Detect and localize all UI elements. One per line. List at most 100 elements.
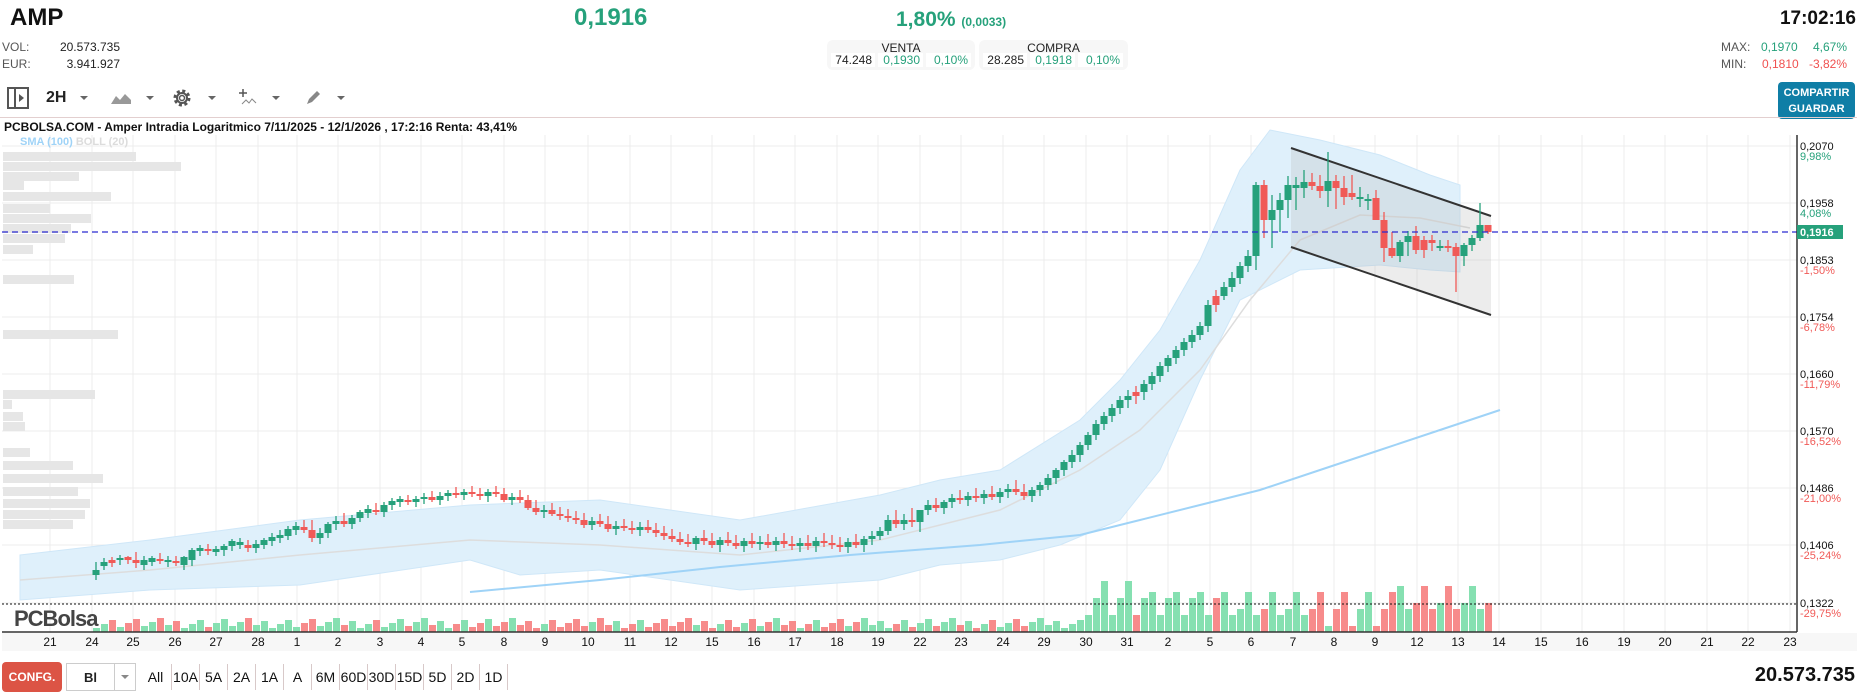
save-label[interactable]: GUARDAR [1788, 103, 1845, 115]
range-6m[interactable]: 6M [312, 664, 340, 690]
indicators-icon [239, 89, 257, 105]
svg-text:-16,52%: -16,52% [1800, 436, 1841, 448]
range-60d[interactable]: 60D [340, 664, 368, 690]
svg-text:0,1406: 0,1406 [1800, 540, 1834, 552]
pencil-icon [307, 91, 320, 104]
svg-text:5: 5 [1207, 635, 1214, 649]
svg-text:0,1754: 0,1754 [1800, 312, 1834, 324]
svg-text:31: 31 [1120, 635, 1134, 649]
svg-text:22: 22 [1741, 635, 1755, 649]
settings-button[interactable] [170, 80, 216, 116]
range-1d[interactable]: 1D [480, 664, 508, 690]
range-all[interactable]: All [140, 664, 172, 690]
compra-price: 0,1918 [1030, 53, 1075, 67]
svg-text:8: 8 [1331, 635, 1338, 649]
venta-box: VENTA 74.248 0,1930 0,10% [827, 40, 975, 70]
venta-price: 0,1930 [878, 53, 923, 67]
svg-text:26: 26 [168, 635, 182, 649]
drawing-tools-button[interactable] [303, 80, 345, 116]
venta-qty: 74.248 [831, 53, 875, 67]
bottom-bar: CONFG. Bl All 10A 5A 2A 1A A 6M 60D 30D 15D 5D 2D 1D [0, 656, 1861, 692]
svg-text:-1,50%: -1,50% [1800, 265, 1835, 277]
svg-text:4: 4 [418, 635, 425, 649]
svg-text:13: 13 [1451, 635, 1465, 649]
sidebar-toggle-icon [7, 87, 29, 109]
range-a[interactable]: A [284, 664, 312, 690]
last-update-time: 17:02:16 [1779, 8, 1856, 29]
min-pct: -3,82% [1809, 57, 1848, 71]
venta-pct: 0,10% [926, 53, 971, 67]
chevron-down-icon [272, 96, 280, 100]
svg-text:8: 8 [501, 635, 508, 649]
svg-text:0,1916: 0,1916 [1800, 227, 1834, 239]
compra-pct: 0,10% [1078, 53, 1123, 67]
chevron-down-icon [208, 96, 216, 100]
compra-qty: 28.285 [983, 53, 1027, 67]
svg-text:22: 22 [913, 635, 927, 649]
svg-text:6: 6 [1248, 635, 1255, 649]
svg-text:19: 19 [1617, 635, 1631, 649]
svg-text:20: 20 [1658, 635, 1672, 649]
scale-select[interactable]: Bl [66, 663, 114, 691]
chevron-down-icon [80, 96, 89, 100]
range-15d[interactable]: 15D [396, 664, 424, 690]
legend-sma[interactable]: SMA (100) [20, 136, 73, 148]
panel-toggle-button[interactable] [6, 80, 30, 116]
euro-label: EUR: [2, 57, 31, 71]
svg-text:16: 16 [747, 635, 761, 649]
chart-type-select[interactable] [110, 80, 154, 116]
config-button[interactable]: CONFG. [2, 662, 62, 692]
svg-text:-11,79%: -11,79% [1800, 379, 1840, 391]
chevron-down-icon [121, 675, 129, 679]
svg-text:2: 2 [335, 635, 342, 649]
range-2d[interactable]: 2D [452, 664, 480, 690]
price-change: 1,80% (0,0033) [896, 8, 1006, 32]
svg-text:0,1853: 0,1853 [1800, 255, 1834, 267]
chevron-down-icon [337, 96, 345, 100]
svg-text:-29,75%: -29,75% [1800, 608, 1841, 620]
svg-text:15: 15 [1534, 635, 1548, 649]
chart-title: PCBOLSA.COM - Amper Intradia Logaritmico… [4, 120, 518, 134]
svg-text:2: 2 [1165, 635, 1172, 649]
range-5a[interactable]: 5A [200, 664, 228, 690]
interval-select[interactable]: 2H [46, 80, 89, 116]
svg-text:3: 3 [377, 635, 384, 649]
svg-text:9: 9 [1372, 635, 1379, 649]
min-value: 0,1810 [1762, 57, 1799, 71]
change-percent: 1,80% [896, 8, 956, 31]
svg-text:21: 21 [43, 635, 57, 649]
svg-text:-25,24%: -25,24% [1800, 550, 1841, 562]
change-absolute: (0,0033) [961, 15, 1007, 29]
volume-label: VOL: [2, 40, 30, 54]
svg-text:4,08%: 4,08% [1800, 208, 1831, 220]
total-volume: 20.573.735 [1754, 664, 1855, 686]
max-label: MAX: [1721, 40, 1751, 54]
watermark-text: PCBolsa [14, 606, 98, 631]
svg-text:-21,00%: -21,00% [1800, 493, 1841, 505]
legend-boll[interactable]: BOLL (20) [75, 136, 129, 148]
svg-text:10: 10 [581, 635, 595, 649]
range-5d[interactable]: 5D [424, 664, 452, 690]
range-1a[interactable]: 1A [256, 664, 284, 690]
svg-text:12: 12 [1410, 635, 1424, 649]
svg-text:24: 24 [85, 635, 99, 649]
range-2a[interactable]: 2A [228, 664, 256, 690]
svg-text:12: 12 [664, 635, 678, 649]
svg-text:7: 7 [1290, 635, 1297, 649]
volume-value: 20.573.735 [59, 40, 120, 54]
svg-text:28: 28 [251, 635, 265, 649]
range-30d[interactable]: 30D [368, 664, 396, 690]
range-10a[interactable]: 10A [172, 664, 200, 690]
indicators-button[interactable] [238, 80, 280, 116]
svg-text:23: 23 [1783, 635, 1797, 649]
pcbolsa-watermark: PCBolsa [14, 606, 98, 632]
ticker-symbol: AMP [10, 4, 64, 31]
svg-text:1: 1 [294, 635, 301, 649]
scale-dropdown-button[interactable] [114, 663, 136, 691]
area-chart-icon [111, 94, 131, 104]
share-label[interactable]: COMPARTIR [1783, 87, 1850, 99]
share-save-button[interactable]: COMPARTIR GUARDAR [1778, 82, 1855, 119]
svg-text:19: 19 [871, 635, 885, 649]
svg-text:-6,78%: -6,78% [1800, 322, 1835, 334]
